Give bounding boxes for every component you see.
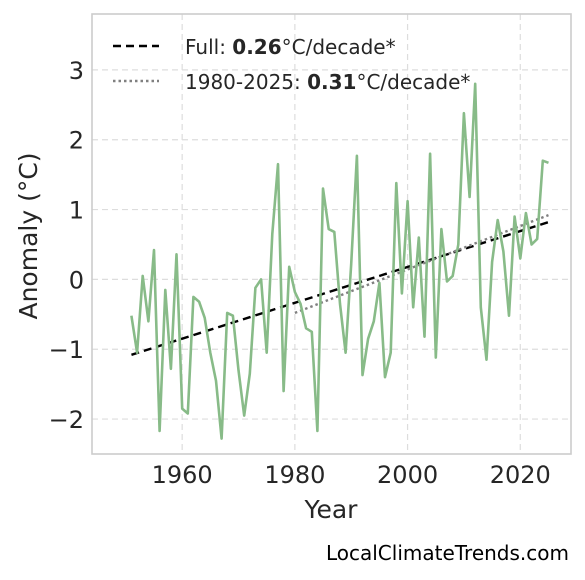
legend-prefix-full: Full: bbox=[185, 35, 232, 59]
legend-rate-full: 0.26 bbox=[232, 35, 281, 59]
trend-lines bbox=[131, 214, 549, 356]
legend: Full: 0.26°C/decade* 1980-2025: 0.31°C/d… bbox=[113, 35, 470, 94]
y-tick-label: −2 bbox=[49, 406, 84, 434]
legend-prefix-recent: 1980-2025: bbox=[185, 70, 307, 94]
legend-suffix-full: °C/decade* bbox=[282, 35, 396, 59]
trend-line-recent bbox=[294, 214, 549, 315]
y-tick-label: −1 bbox=[49, 336, 84, 364]
x-tick-label: 1980 bbox=[264, 461, 325, 489]
y-tick-label: 2 bbox=[69, 127, 84, 155]
x-tick-label: 2020 bbox=[490, 461, 551, 489]
legend-label-full: Full: 0.26°C/decade* bbox=[185, 35, 396, 59]
y-tick-labels: −2 −1 0 1 2 3 bbox=[49, 57, 84, 434]
x-tick-labels: 1960 1980 2000 2020 bbox=[152, 461, 551, 489]
x-tick-label: 2000 bbox=[377, 461, 438, 489]
x-tick-label: 1960 bbox=[152, 461, 213, 489]
x-axis-title: Year bbox=[304, 495, 359, 524]
legend-label-recent: 1980-2025: 0.31°C/decade* bbox=[185, 70, 470, 94]
y-tick-label: 3 bbox=[69, 57, 84, 85]
y-tick-label: 0 bbox=[69, 266, 84, 294]
anomaly-line bbox=[130, 82, 549, 440]
plot-frame bbox=[91, 13, 572, 455]
legend-suffix-recent: °C/decade* bbox=[356, 70, 470, 94]
y-tick-label: 1 bbox=[69, 197, 84, 225]
y-axis-title: Anomaly (°C) bbox=[14, 152, 43, 319]
grid-lines bbox=[92, 14, 571, 454]
series-lines bbox=[130, 82, 549, 440]
watermark: LocalClimateTrends.com bbox=[326, 541, 569, 565]
legend-rate-recent: 0.31 bbox=[307, 70, 356, 94]
